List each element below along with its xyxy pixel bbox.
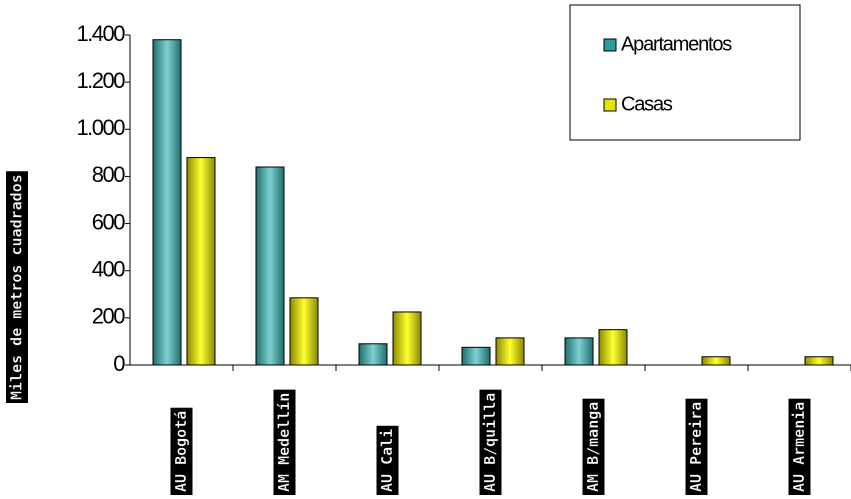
x-tick-label-bg [685, 398, 708, 495]
bar [598, 329, 628, 366]
legend-swatch [603, 38, 617, 52]
bar [804, 356, 834, 366]
bar [495, 337, 525, 366]
bar [461, 346, 491, 366]
x-tick-label: AM B/manga [584, 402, 602, 492]
legend-box [569, 4, 801, 141]
bar [186, 157, 216, 366]
x-tick-label-bg [479, 389, 502, 495]
x-tick-label-bg [170, 407, 193, 495]
legend-label: Casas [621, 93, 673, 115]
bar [701, 356, 731, 366]
x-tick-label: AM Medellín [275, 393, 293, 492]
x-tick-label-bg [582, 398, 605, 495]
bar [564, 337, 594, 366]
x-tick-label: AU B/quilla [481, 393, 499, 492]
y-tick-label: 0 [113, 351, 125, 376]
bar [358, 343, 388, 366]
y-tick-label: 1.000 [76, 115, 125, 140]
legend-swatch [603, 98, 617, 112]
legend-label: Apartamentos [621, 33, 732, 55]
x-tick-label: AU Armenia [790, 402, 808, 492]
y-tick-label: 1.400 [76, 21, 125, 46]
x-tick-label: AU Pereira [687, 402, 705, 492]
y-tick-label: 800 [92, 162, 125, 187]
y-tick-label: 400 [92, 257, 125, 282]
y-tick-label: 1.200 [76, 68, 125, 93]
bar [255, 166, 285, 366]
bar [152, 39, 182, 366]
bar [392, 311, 422, 366]
y-tick-label: 200 [92, 304, 125, 329]
x-tick-label-bg [376, 425, 399, 495]
y-axis-label: Miles de metros cuadrados [8, 174, 26, 400]
y-tick-label: 600 [92, 209, 125, 234]
x-tick-label: AU Cali [378, 429, 396, 492]
x-tick-label-bg [273, 389, 296, 495]
y-axis-label-bg [6, 171, 28, 403]
x-tick-label-bg [788, 398, 811, 495]
x-tick-label: AU Bogotá [172, 411, 190, 492]
bar [289, 297, 319, 366]
